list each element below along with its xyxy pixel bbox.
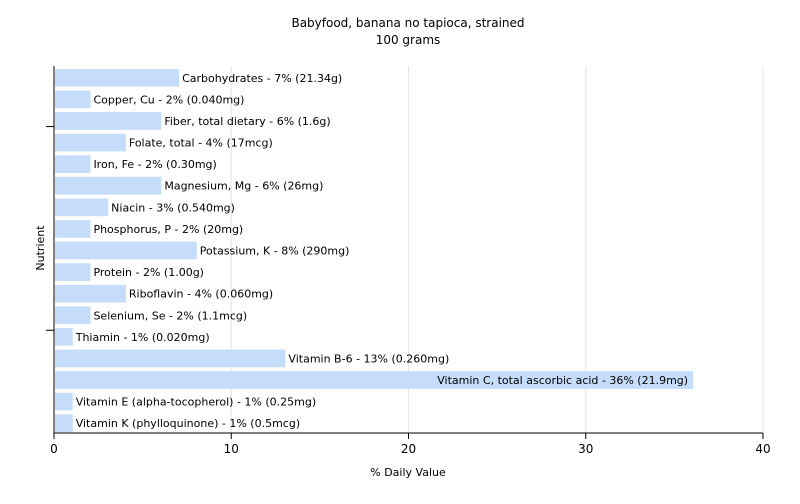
y-axis-label: Nutrient (34, 225, 47, 271)
bar (55, 414, 73, 433)
bar (55, 371, 694, 389)
bar (55, 328, 73, 346)
bar-label: Magnesium, Mg - 6% (26mg) (164, 180, 323, 193)
bar (55, 349, 286, 368)
bar-label: Phosphorus, P - 2% (20mg) (93, 223, 243, 236)
bar (55, 263, 91, 281)
bar (55, 155, 91, 173)
bar (55, 392, 73, 411)
bar-label: Vitamin B-6 - 13% (0.260mg) (288, 352, 449, 365)
x-tick-label: 0 (50, 442, 58, 456)
bar-label: Niacin - 3% (0.540mg) (111, 201, 235, 214)
x-tick-label: 40 (755, 442, 770, 456)
chart-subtitle: 100 grams (376, 33, 441, 47)
bar-label: Potassium, K - 8% (290mg) (200, 245, 350, 258)
bar-label: Riboflavin - 4% (0.060mg) (129, 288, 273, 301)
x-axis-label: % Daily Value (370, 466, 446, 479)
bar (55, 284, 126, 303)
bar-label: Protein - 2% (1.00g) (93, 266, 204, 279)
bar-label: Fiber, total dietary - 6% (1.6g) (164, 115, 330, 128)
chart-title: Babyfood, banana no tapioca, strained (291, 16, 524, 30)
bars: Carbohydrates - 7% (21.34g) Copper, Cu - … (55, 68, 694, 433)
bar-label: Carbohydrates - 7% (21.34g) (182, 72, 342, 85)
bar (55, 306, 91, 325)
bar-label: Iron, Fe - 2% (0.30mg) (93, 158, 216, 171)
x-tick-label: 30 (578, 442, 593, 456)
axes: 0 10 20 30 40 (46, 66, 771, 456)
bar (55, 176, 162, 195)
bar-label: Selenium, Se - 2% (1.1mcg) (93, 309, 247, 322)
bar-label: Copper, Cu - 2% (0.040mg) (93, 93, 244, 106)
bar-label: Folate, total - 4% (17mcg) (129, 137, 273, 150)
bar-label: Thiamin - 1% (0.020mg) (75, 331, 210, 344)
bar-label: Vitamin K (phylloquinone) - 1% (0.5mcg) (76, 417, 300, 430)
bar (55, 241, 197, 260)
bar (55, 133, 126, 152)
bar (55, 198, 109, 217)
bar (55, 68, 180, 87)
bar-label: Vitamin E (alpha-tocopherol) - 1% (0.25m… (76, 396, 316, 409)
bar (55, 220, 91, 238)
bar-label: Vitamin C, total ascorbic acid - 36% (21… (437, 374, 688, 387)
x-tick-label: 20 (401, 442, 416, 456)
x-tick-label: 10 (224, 442, 239, 456)
bar (55, 112, 162, 130)
bar (55, 90, 91, 109)
